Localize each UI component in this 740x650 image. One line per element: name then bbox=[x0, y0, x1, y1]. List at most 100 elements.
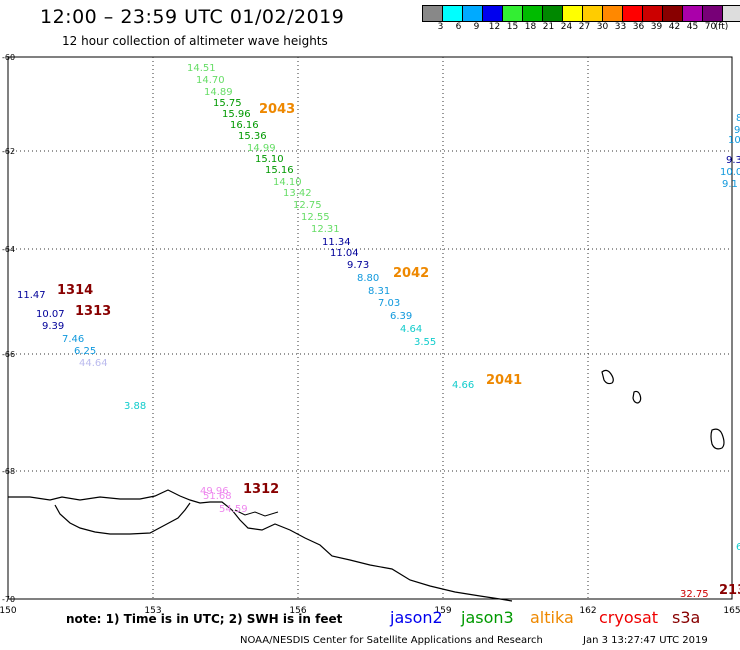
page-title: 12:00 – 23:59 UTC 01/02/2019 bbox=[40, 6, 345, 28]
wave-height-value: 11.34 bbox=[322, 237, 351, 248]
wave-height-value: 10. bbox=[728, 135, 740, 146]
wave-height-value: 15.75 bbox=[213, 98, 242, 109]
longitude-label: 162 bbox=[579, 606, 596, 616]
wave-height-value: 7.03 bbox=[378, 298, 400, 309]
footer-credit: NOAA/NESDIS Center for Satellite Applica… bbox=[240, 635, 543, 646]
satellite-legend-item: s3a bbox=[672, 608, 701, 627]
wave-height-value: 3.88 bbox=[124, 401, 146, 412]
longitude-label: 165 bbox=[723, 606, 740, 616]
wave-height-value: 12.55 bbox=[301, 212, 330, 223]
pass-time-labels: 2043 2042 2041 1314 1313 1312 213 bbox=[57, 102, 740, 598]
wave-height-observations: 14.5114.7014.8915.7515.9616.1615.3614.99… bbox=[17, 63, 740, 600]
wave-height-value: 14.99 bbox=[247, 143, 276, 154]
wave-height-value: 14.10 bbox=[273, 177, 302, 188]
legend-label: 24 bbox=[560, 22, 573, 32]
wave-height-value: 10.07 bbox=[36, 309, 65, 320]
wave-height-value: 9.3 bbox=[726, 155, 740, 166]
wave-height-value: 32.75 bbox=[680, 589, 709, 600]
wave-height-value: 4.64 bbox=[400, 324, 422, 335]
wave-height-value: 54.59 bbox=[219, 504, 248, 515]
latitude-label: -64 bbox=[2, 245, 15, 254]
wave-height-value: 12.31 bbox=[311, 224, 340, 235]
satellite-legend-item: jason2 bbox=[390, 608, 443, 627]
satellite-legend-item: cryosat bbox=[599, 608, 659, 627]
longitude-label: 159 bbox=[434, 606, 451, 616]
latitude-label: -66 bbox=[2, 350, 15, 359]
wave-height-value: 4.66 bbox=[452, 380, 474, 391]
longitude-labels: 150 153 156 159 162 165 bbox=[0, 606, 740, 616]
legend-swatch bbox=[722, 5, 740, 22]
wave-height-value: 51.68 bbox=[203, 491, 232, 502]
lat-lon-grid bbox=[7, 56, 733, 600]
map-frame bbox=[7, 56, 733, 600]
footer-timestamp: Jan 3 13:27:47 UTC 2019 bbox=[583, 635, 708, 646]
wave-height-value: 10.0 bbox=[720, 167, 740, 178]
island-outline bbox=[601, 369, 614, 385]
page-subtitle: 12 hour collection of altimeter wave hei… bbox=[62, 34, 328, 48]
legend-label: 42 bbox=[668, 22, 681, 32]
wave-height-value: 11.04 bbox=[330, 248, 359, 259]
footer-note: note: 1) Time is in UTC; 2) SWH is in fe… bbox=[66, 612, 343, 626]
wave-height-value: 9.1 bbox=[722, 179, 738, 190]
wave-height-value: 9. bbox=[734, 125, 740, 136]
legend-label: 21 bbox=[542, 22, 555, 32]
legend-label: 30 bbox=[596, 22, 609, 32]
island-outline bbox=[632, 390, 642, 404]
wave-height-value: 44.64 bbox=[79, 358, 108, 369]
island-outline bbox=[710, 428, 725, 450]
wave-height-value: 8 bbox=[736, 113, 740, 124]
legend-unit: (ft) bbox=[714, 22, 729, 32]
legend-label: 6 bbox=[455, 22, 462, 32]
latitude-labels: -60 -62 -64 -66 -68 -70 bbox=[2, 53, 15, 604]
wave-height-value: 8.80 bbox=[357, 273, 379, 284]
wave-height-value: 15.36 bbox=[238, 131, 267, 142]
ice-shelf-outline bbox=[54, 502, 191, 535]
longitude-label: 153 bbox=[144, 606, 161, 616]
pass-time-label: 2041 bbox=[486, 373, 522, 388]
wave-height-value: 11.47 bbox=[17, 290, 46, 301]
legend-label: 9 bbox=[473, 22, 480, 32]
legend-label: 12 bbox=[488, 22, 501, 32]
wave-height-value: 6.39 bbox=[390, 311, 412, 322]
wave-height-value: 14.89 bbox=[204, 87, 233, 98]
longitude-label: 156 bbox=[289, 606, 306, 616]
wave-height-value: 14.70 bbox=[196, 75, 225, 86]
inlet-outline bbox=[234, 509, 279, 517]
latitude-label: -70 bbox=[2, 595, 15, 604]
wave-height-value: 8.31 bbox=[368, 286, 390, 297]
legend-label: 27 bbox=[578, 22, 591, 32]
pass-time-label: 213 bbox=[719, 583, 740, 598]
legend-label: 3 bbox=[437, 22, 444, 32]
wave-height-value: 9.39 bbox=[42, 321, 64, 332]
pass-time-label: 2043 bbox=[259, 102, 295, 117]
wave-height-value: 6.25 bbox=[74, 346, 96, 357]
legend-label: 36 bbox=[632, 22, 645, 32]
color-legend bbox=[422, 5, 740, 22]
wave-height-value: 15.96 bbox=[222, 109, 251, 120]
wave-height-value: 3.55 bbox=[414, 337, 436, 348]
wave-height-value: 6 bbox=[736, 542, 740, 553]
satellite-legend-item: altika bbox=[530, 608, 574, 627]
legend-label: 70 bbox=[704, 22, 717, 32]
pass-time-label: 1312 bbox=[243, 482, 279, 497]
wave-height-value: 9.73 bbox=[347, 260, 369, 271]
satellite-legend-item: jason3 bbox=[461, 608, 514, 627]
latitude-label: -62 bbox=[2, 147, 15, 156]
legend-label: 15 bbox=[506, 22, 519, 32]
wave-height-value: 14.51 bbox=[187, 63, 216, 74]
wave-height-value: 7.46 bbox=[62, 334, 84, 345]
antarctic-coastline bbox=[8, 489, 513, 602]
pass-time-label: 1314 bbox=[57, 283, 93, 298]
legend-label: 45 bbox=[686, 22, 699, 32]
latitude-label: -68 bbox=[2, 467, 15, 476]
wave-height-value: 13.42 bbox=[283, 188, 312, 199]
wave-height-value: 15.16 bbox=[265, 165, 294, 176]
latitude-label: -60 bbox=[2, 53, 15, 62]
wave-height-value: 49.96 bbox=[200, 486, 229, 497]
wave-height-value: 12.75 bbox=[293, 200, 322, 211]
coastline bbox=[8, 369, 725, 602]
wave-height-value: 16.16 bbox=[230, 120, 259, 131]
pass-time-label: 2042 bbox=[393, 266, 429, 281]
